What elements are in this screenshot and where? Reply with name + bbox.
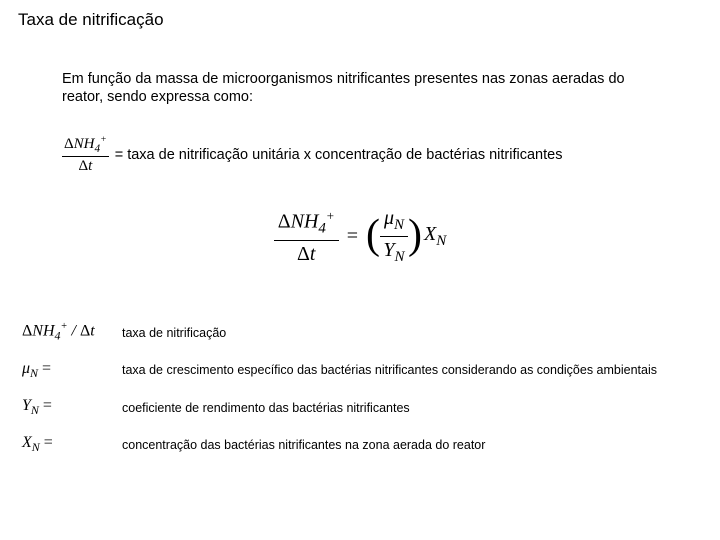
definition-desc: coeficiente de rendimento das bactérias … bbox=[122, 401, 410, 415]
intro-text: Em função da massa de microorganismos ni… bbox=[62, 70, 662, 106]
right-paren: ) bbox=[408, 219, 422, 253]
rate-line-text: = taxa de nitrificação unitária x concen… bbox=[115, 147, 563, 163]
definition-desc: concentração das bactérias nitrificantes… bbox=[122, 438, 485, 452]
definition-desc: taxa de nitrificação bbox=[122, 326, 226, 340]
definition-desc: taxa de crescimento específico das bacté… bbox=[122, 363, 657, 377]
rate-fraction-num: ΔNH4+ bbox=[62, 134, 109, 157]
definition-symbol: YN = bbox=[22, 397, 122, 418]
left-paren: ( bbox=[366, 219, 380, 253]
definition-row: ΔNH4+ / Δt taxa de nitrificação bbox=[22, 321, 702, 344]
eq-tail: XN bbox=[424, 223, 446, 250]
definition-symbol: μN = bbox=[22, 360, 122, 381]
rate-line: ΔNH4+ Δt = taxa de nitrificação unitária… bbox=[62, 134, 702, 175]
rate-fraction: ΔNH4+ Δt bbox=[62, 134, 109, 175]
definitions-list: ΔNH4+ / Δt taxa de nitrificação μN = tax… bbox=[22, 321, 702, 455]
eq-right-fraction: μN YN bbox=[380, 207, 408, 266]
equals-sign: = bbox=[347, 225, 358, 248]
page-title: Taxa de nitrificação bbox=[18, 10, 702, 30]
definition-row: YN = coeficiente de rendimento das bacté… bbox=[22, 397, 702, 418]
definition-row: μN = taxa de crescimento específico das … bbox=[22, 360, 702, 381]
rate-fraction-den: Δt bbox=[78, 157, 92, 175]
main-equation: ΔNH4+ Δt = ( μN YN ) XN bbox=[18, 207, 702, 266]
definition-row: XN = concentração das bactérias nitrific… bbox=[22, 434, 702, 455]
definition-symbol: XN = bbox=[22, 434, 122, 455]
eq-left-fraction: ΔNH4+ Δt bbox=[274, 208, 339, 266]
definition-symbol: ΔNH4+ / Δt bbox=[22, 321, 122, 344]
